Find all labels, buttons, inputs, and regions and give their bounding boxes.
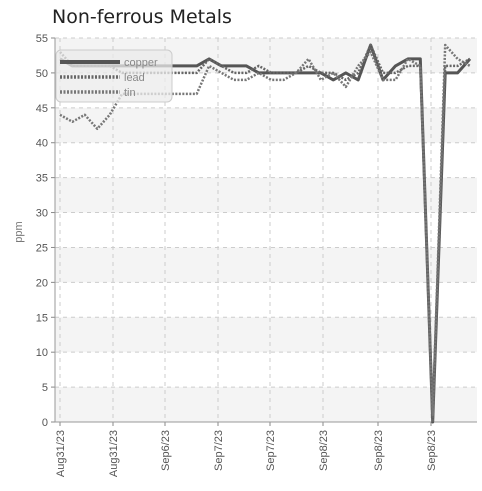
grid-band	[55, 247, 477, 283]
grid-band	[55, 317, 477, 353]
x-tick-label: Sep7/23	[265, 430, 277, 471]
y-axis-label: ppm	[13, 221, 25, 242]
x-tick-label: Aug31/23	[108, 430, 120, 477]
x-tick-label: Sep8/23	[373, 430, 385, 471]
legend-label-tin: tin	[124, 87, 136, 99]
y-tick-label: 20	[36, 277, 48, 289]
legend-label-lead: lead	[124, 72, 145, 84]
y-tick-label: 40	[36, 138, 48, 150]
y-tick-label: 55	[36, 33, 48, 45]
y-tick-label: 45	[36, 103, 48, 115]
x-tick-label: Sep8/23	[426, 430, 438, 471]
y-tick-label: 5	[42, 382, 48, 394]
y-tick-label: 50	[36, 68, 48, 80]
y-tick-label: 25	[36, 242, 48, 254]
grid-band	[55, 387, 477, 422]
x-tick-label: Aug31/23	[55, 430, 67, 477]
x-tick-label: Sep6/23	[160, 430, 172, 471]
x-tick-label: Sep8/23	[318, 430, 330, 471]
y-tick-label: 10	[36, 347, 48, 359]
y-tick-label: 30	[36, 208, 48, 220]
legend-label-copper: copper	[124, 57, 158, 69]
y-tick-label: 0	[42, 417, 48, 429]
y-tick-label: 15	[36, 312, 48, 324]
chart-title: Non-ferrous Metals	[52, 6, 232, 28]
x-tick-label: Sep7/23	[213, 430, 225, 471]
grid-band	[55, 107, 477, 143]
y-tick-label: 35	[36, 173, 48, 185]
grid-band	[55, 177, 477, 213]
legend: copper lead tin	[55, 49, 173, 103]
